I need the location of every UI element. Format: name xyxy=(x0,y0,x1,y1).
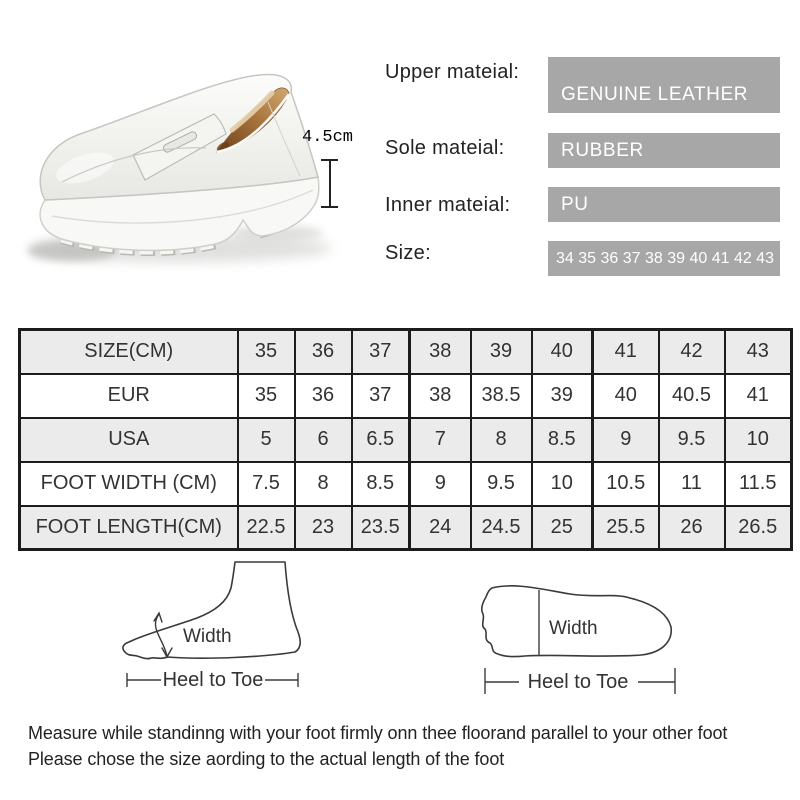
size-cell: 5 xyxy=(236,416,296,463)
spec-value-inner-material: PU xyxy=(548,187,780,222)
apron-seam xyxy=(61,147,207,183)
size-cell: 39 xyxy=(469,328,533,375)
side-foot-diagram: Width Heel to Toe xyxy=(122,561,302,691)
size-cell: 41 xyxy=(723,372,793,419)
width-arrow xyxy=(153,611,173,659)
size-cell: 10 xyxy=(723,416,793,463)
table-row: USA 5 6 6.5 7 8 8.5 9 9.5 10 xyxy=(18,416,793,463)
size-cell: 7.5 xyxy=(236,460,296,507)
toe-highlight xyxy=(56,152,114,184)
side-heel-toe-measure xyxy=(126,673,299,687)
heel-measure-cap-top xyxy=(321,159,338,161)
size-cell: 6.5 xyxy=(350,416,411,463)
size-cell: 36 xyxy=(293,328,353,375)
size-cell: 9 xyxy=(591,416,660,463)
sole-width-label: Width xyxy=(549,618,598,639)
sole-foot-diagram: Width Heel to Toe xyxy=(480,585,676,694)
shoe-product-image xyxy=(28,73,332,262)
table-row: FOOT LENGTH(CM) 22.5 23 23.5 24 24.5 25 25.5 26 2… xyxy=(18,504,793,551)
size-cell: 38 xyxy=(408,328,472,375)
heel-counter-seam xyxy=(267,101,301,177)
spec-value-size-range: 34 35 36 37 38 39 40 41 42 43 xyxy=(548,241,780,276)
spec-label-upper-material: Upper mateial: xyxy=(385,61,520,83)
size-cell: 7 xyxy=(408,416,472,463)
sole-foot-outline xyxy=(480,585,672,658)
size-cell: 26 xyxy=(657,504,726,551)
size-cell: 9 xyxy=(408,460,472,507)
spec-label-size: Size: xyxy=(385,242,431,264)
size-cell: 35 xyxy=(236,328,296,375)
size-cell: 37 xyxy=(350,328,411,375)
size-cell: 11 xyxy=(657,460,726,507)
side-width-label: Width xyxy=(183,626,232,647)
row-label: EUR xyxy=(18,372,239,419)
heel-height-label: 4.5cm xyxy=(302,128,354,147)
size-conversion-table: SIZE(CM) 35 36 37 38 39 40 41 42 43 EUR 35 36 37 38 38.… xyxy=(18,328,793,551)
spec-value-sole-material: RUBBER xyxy=(548,133,780,168)
sole-groove xyxy=(51,189,314,224)
size-cell: 25.5 xyxy=(591,504,660,551)
table-row: EUR 35 36 37 38 38.5 39 40 40.5 41 xyxy=(18,372,793,419)
size-cell: 9.5 xyxy=(469,460,533,507)
size-cell: 43 xyxy=(723,328,793,375)
size-cell: 9.5 xyxy=(657,416,726,463)
size-cell: 26.5 xyxy=(723,504,793,551)
size-cell: 40 xyxy=(591,372,660,419)
size-cell: 23.5 xyxy=(350,504,411,551)
sole-heel-toe-measure xyxy=(484,668,676,694)
size-cell: 24 xyxy=(408,504,472,551)
size-cell: 40.5 xyxy=(657,372,726,419)
size-cell: 38 xyxy=(408,372,472,419)
heel-measure-cap-bottom xyxy=(321,206,338,208)
row-label: USA xyxy=(18,416,239,463)
spec-value-upper-material: GENUINE LEATHER xyxy=(548,57,780,113)
size-cell: 11.5 xyxy=(723,460,793,507)
measuring-instructions: Measure while standinng with your foot f… xyxy=(28,720,788,772)
topline-edge xyxy=(216,93,291,154)
size-cell: 8.5 xyxy=(530,416,594,463)
size-cell: 23 xyxy=(293,504,353,551)
size-cell: 22.5 xyxy=(236,504,296,551)
size-cell: 42 xyxy=(657,328,726,375)
row-label: SIZE(CM) xyxy=(18,328,239,375)
size-cell: 8.5 xyxy=(350,460,411,507)
insole-edge xyxy=(229,90,275,133)
size-cell: 25 xyxy=(530,504,594,551)
table-row: FOOT WIDTH (CM) 7.5 8 8.5 9 9.5 10 10.5 11 11.5 xyxy=(18,460,793,507)
size-cell: 6 xyxy=(293,416,353,463)
size-cell: 10.5 xyxy=(591,460,660,507)
size-cell: 10 xyxy=(530,460,594,507)
size-cell: 40 xyxy=(530,328,594,375)
instruction-line-1: Measure while standinng with your foot f… xyxy=(28,723,728,743)
side-heel-toe-label: Heel to Toe xyxy=(163,669,264,691)
size-cell: 8 xyxy=(293,460,353,507)
row-label: FOOT LENGTH(CM) xyxy=(18,504,239,551)
size-cell: 35 xyxy=(236,372,296,419)
size-cell: 39 xyxy=(530,372,594,419)
size-cell: 37 xyxy=(350,372,411,419)
size-cell: 36 xyxy=(293,372,353,419)
side-foot-outline xyxy=(122,561,302,660)
row-label: FOOT WIDTH (CM) xyxy=(18,460,239,507)
instruction-line-2: Please chose the size aording to the act… xyxy=(28,749,505,769)
spec-label-sole-material: Sole mateial: xyxy=(385,137,505,159)
size-table-body: SIZE(CM) 35 36 37 38 39 40 41 42 43 EUR 35 36 37 38 38.… xyxy=(18,328,793,551)
heel-measure-line xyxy=(329,160,331,208)
size-cell: 41 xyxy=(591,328,660,375)
size-cell: 8 xyxy=(469,416,533,463)
spec-label-inner-material: Inner mateial: xyxy=(385,194,511,216)
sole-heel-toe-label: Heel to Toe xyxy=(528,671,629,693)
size-cell: 38.5 xyxy=(469,372,533,419)
size-cell: 24.5 xyxy=(469,504,533,551)
table-row: SIZE(CM) 35 36 37 38 39 40 41 42 43 xyxy=(18,328,793,375)
